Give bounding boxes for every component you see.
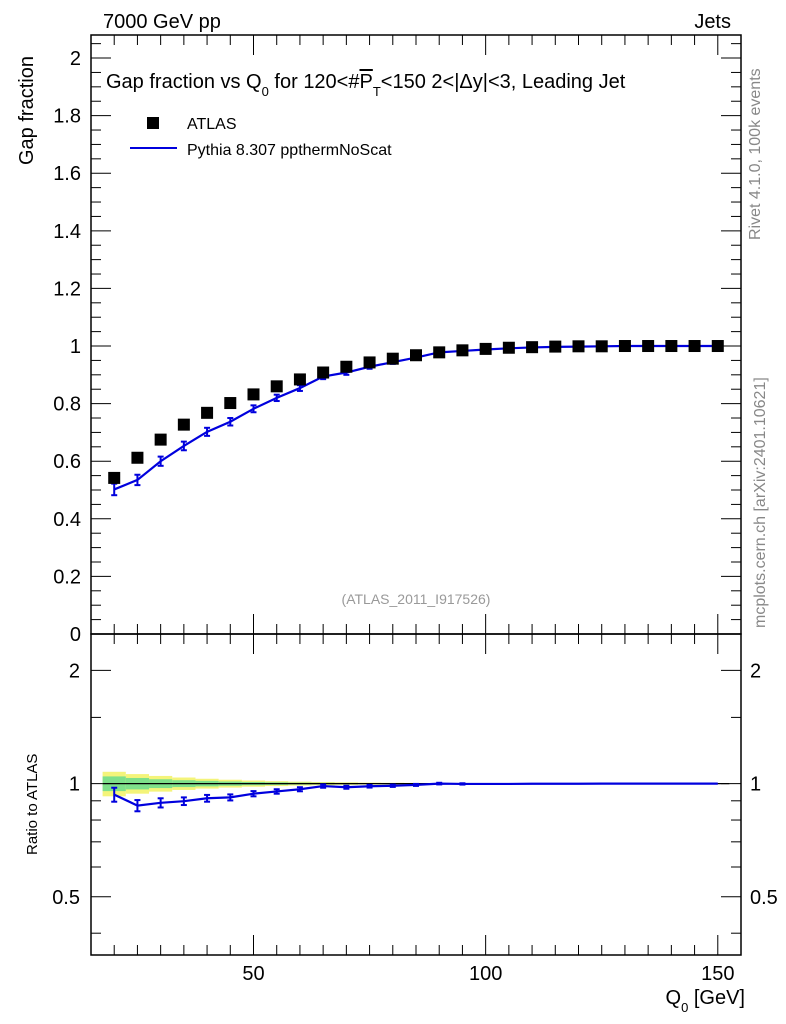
atlas-point-115 [549, 340, 562, 353]
atlas-point-40 [201, 406, 214, 419]
atlas-point-25 [131, 451, 144, 464]
main-ytick-label-4: 0.8 [53, 394, 81, 416]
atlas-point-80 [386, 352, 399, 365]
atlas-point-140 [665, 340, 678, 353]
ratio-ytick-label-left-2: 2 [69, 660, 80, 682]
main-title: Gap fraction vs Q0 for 120<#PT<150 2<|Δy… [106, 71, 626, 99]
ratio-ytick-label-right-2: 2 [750, 660, 761, 682]
mcplots-label: mcplots.cern.ch [arXiv:2401.10621] [752, 377, 769, 628]
main-ytick-label-5: 1 [70, 336, 81, 358]
atlas-point-100 [479, 342, 492, 355]
title-part-a-sub: 0 [262, 84, 269, 99]
ratio-panel-frame [90, 633, 742, 956]
legend-atlas-label: ATLAS [187, 116, 237, 133]
rivet-label: Rivet 4.1.0, 100k events [747, 68, 764, 240]
ratio-ytick-label-left-1: 1 [69, 774, 80, 796]
x-tick-label-100: 100 [469, 963, 502, 985]
analysis-reference: (ATLAS_2011_I917526) [342, 591, 491, 607]
ratio-ytick-label-left-0: 0.5 [52, 887, 80, 909]
atlas-point-75 [363, 356, 376, 369]
atlas-point-150 [711, 340, 724, 353]
atlas-point-145 [688, 340, 701, 353]
atlas-point-130 [618, 340, 631, 353]
atlas-point-125 [595, 340, 608, 353]
atlas-point-20 [108, 471, 121, 484]
x-axis-title-q: Q [666, 987, 682, 1009]
ratio-ytick-label-right-1: 1 [750, 774, 761, 796]
atlas-point-50 [247, 388, 260, 401]
x-axis-title: Q0 [GeV] [666, 987, 746, 1015]
main-ytick-label-9: 1.8 [53, 106, 81, 128]
atlas-point-30 [154, 433, 167, 446]
atlas-point-60 [293, 373, 306, 386]
main-ytick-label-8: 1.6 [53, 163, 81, 185]
atlas-point-120 [572, 340, 585, 353]
main-ylabel: Gap fraction [16, 56, 38, 165]
ratio-ylabel: Ratio to ATLAS [24, 754, 41, 855]
atlas-point-45 [224, 397, 237, 410]
ratio-series [111, 781, 718, 813]
title-part-d: <150 2<|Δy|<3, Leading Jet [381, 71, 626, 93]
atlas-point-70 [340, 360, 353, 373]
x-axis-title-sub: 0 [681, 1000, 688, 1015]
atlas-point-55 [270, 380, 283, 393]
legend-atlas-marker [147, 117, 159, 129]
atlas-point-90 [433, 346, 446, 359]
title-part-c: P [359, 71, 372, 93]
atlas-point-135 [642, 340, 655, 353]
main-ytick-label-1: 0.2 [53, 566, 81, 588]
axis-ticks: 50 100 150 0 0.2 0.4 0.6 0.8 1 1.2 1.4 1.6 1.8 2 0.5 0.… [52, 35, 778, 985]
title-part-c-sub: T [373, 84, 381, 99]
ratio-ytick-label-right-0: 0.5 [750, 887, 778, 909]
main-ytick-label-3: 0.6 [53, 451, 81, 473]
main-ytick-label-0: 0 [70, 624, 81, 646]
main-ytick-label-10: 2 [70, 48, 81, 70]
x-tick-label-150: 150 [701, 963, 734, 985]
legend-pythia-label: Pythia 8.307 ppthermNoScat [187, 142, 392, 159]
main-ytick-label-2: 0.4 [53, 509, 81, 531]
x-axis-title-unit: [GeV] [688, 987, 745, 1009]
atlas-point-110 [526, 341, 539, 354]
main-ytick-label-6: 1.2 [53, 278, 81, 300]
x-tick-label-50: 50 [242, 963, 264, 985]
title-part-a: Gap fraction vs Q [106, 71, 262, 93]
header-left: 7000 GeV pp [103, 11, 221, 33]
atlas-series [108, 340, 724, 484]
atlas-point-95 [456, 344, 469, 357]
header-right: Jets [694, 11, 731, 33]
atlas-point-65 [317, 366, 330, 379]
pythia-series [111, 344, 718, 497]
atlas-point-85 [410, 349, 422, 362]
atlas-point-105 [502, 341, 515, 354]
atlas-point-35 [177, 418, 190, 431]
main-ytick-label-7: 1.4 [53, 221, 81, 243]
title-part-b: for 120<# [269, 71, 361, 93]
